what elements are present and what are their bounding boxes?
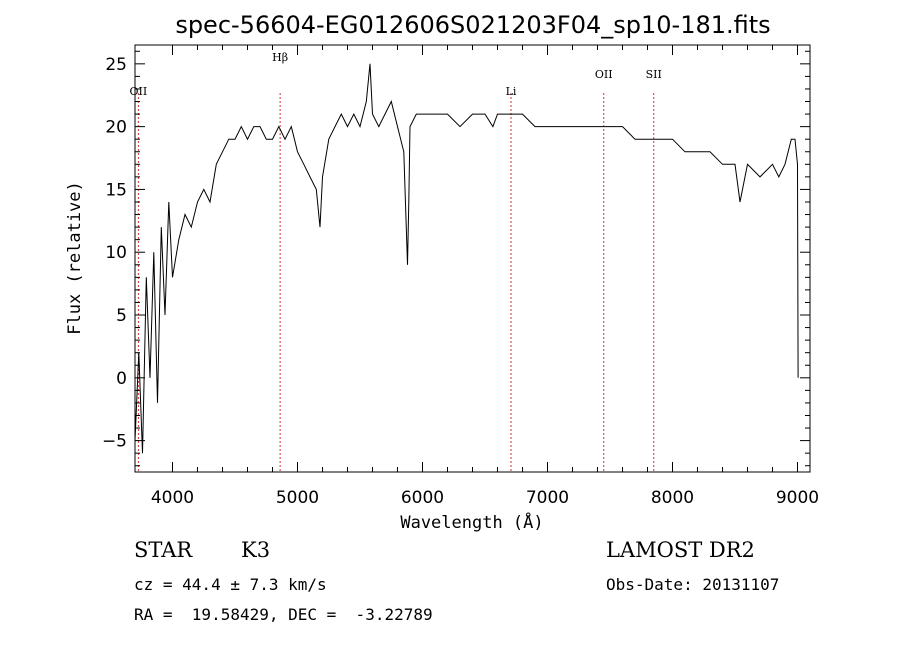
y-tick-label: 5 [116,306,127,326]
marker-label: OII [130,85,148,98]
object-class: STAR [134,538,193,562]
y-tick-label: −5 [102,432,127,452]
x-tick-label: 9000 [776,488,819,508]
coordinates: RA = 19.58429, DEC = -3.22789 [134,605,433,624]
y-tick-label: 20 [105,118,127,138]
marker-label: Hβ [272,51,288,64]
y-axis-label: Flux (relative) [65,181,85,335]
obs-date: Obs-Date: 20131107 [606,575,780,594]
line-markers: OII Hβ Li OII SII [130,51,662,472]
survey-name: LAMOST DR2 [606,538,755,562]
y-tick-label: 0 [116,369,127,389]
y-tick-label: 15 [105,180,127,200]
plot-frame [134,44,811,473]
object-subclass: K3 [241,538,271,562]
chart-title: spec-56604-EG012606S021203F04_sp10-181.f… [175,11,770,39]
y-tick-label: 25 [105,55,127,75]
x-tick-label: 8000 [651,488,694,508]
marker-label: SII [646,68,662,81]
spectrum-line [134,63,799,454]
x-tick-label: 6000 [401,488,444,508]
redshift-line: cz = 44.4 ± 7.3 km/s [134,575,327,594]
x-tick-label: 7000 [526,488,569,508]
marker-label: OII [595,68,613,81]
y-tick-label: 10 [105,243,127,263]
x-tick-label: 4000 [151,488,194,508]
marker-label: Li [506,85,517,98]
axis-ticks: 4000 5000 6000 7000 8000 9000 −5 0 5 10 15 20 25 [102,45,819,508]
x-axis-label: Wavelength (Å) [400,511,543,533]
x-tick-label: 5000 [276,488,319,508]
